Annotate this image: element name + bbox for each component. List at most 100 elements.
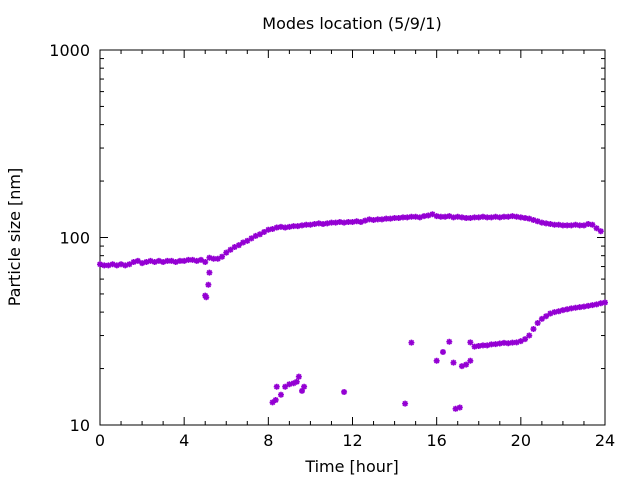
point-marker	[433, 357, 440, 364]
data-point	[160, 259, 167, 266]
point-marker	[400, 214, 406, 221]
data-point	[555, 308, 562, 315]
data-point	[589, 302, 596, 309]
point-marker	[223, 249, 230, 256]
point-marker	[307, 221, 314, 228]
data-point	[547, 221, 554, 228]
x-tick-label: 16	[426, 431, 446, 450]
point-marker	[341, 219, 348, 226]
data-point	[547, 310, 554, 317]
data-point	[479, 213, 486, 220]
point-marker	[290, 223, 297, 230]
point-marker	[227, 246, 234, 253]
data-point	[564, 306, 571, 313]
point-marker	[235, 242, 242, 249]
point-marker	[425, 212, 432, 219]
data-point	[429, 211, 436, 218]
data-point	[168, 257, 175, 264]
point-marker	[295, 373, 302, 380]
data-point	[559, 307, 566, 314]
point-marker	[202, 259, 209, 266]
data-point	[534, 319, 541, 326]
data-point	[585, 221, 592, 228]
point-marker	[526, 215, 533, 222]
point-marker	[277, 223, 284, 230]
point-marker	[214, 255, 221, 262]
point-marker	[332, 219, 339, 226]
point-marker	[450, 359, 457, 366]
point-marker	[261, 228, 268, 235]
point-marker	[122, 262, 129, 269]
data-point	[290, 223, 297, 230]
data-point	[467, 339, 474, 346]
data-point	[513, 339, 520, 346]
point-marker	[299, 387, 305, 394]
data-point	[235, 242, 242, 249]
data-point	[400, 214, 406, 221]
point-marker	[277, 391, 284, 398]
point-marker	[349, 218, 356, 225]
point-marker	[488, 341, 495, 348]
data-point	[513, 213, 520, 220]
point-marker	[248, 235, 255, 242]
point-marker	[176, 257, 183, 264]
data-point	[294, 223, 301, 230]
point-marker	[315, 220, 322, 227]
data-point	[456, 404, 463, 411]
point-marker	[105, 262, 112, 269]
data-point	[97, 261, 103, 268]
point-marker	[547, 310, 554, 317]
data-point	[471, 214, 478, 221]
data-point	[446, 338, 453, 345]
data-point	[446, 213, 453, 220]
data-point	[122, 262, 129, 269]
data-point	[471, 343, 478, 350]
point-marker	[555, 221, 562, 228]
x-tick-label: 24	[595, 431, 615, 450]
data-point	[370, 216, 377, 223]
point-marker	[513, 339, 520, 346]
point-marker	[522, 336, 529, 343]
point-marker	[484, 342, 491, 349]
data-point	[277, 223, 284, 230]
point-marker	[433, 213, 440, 220]
point-marker	[547, 221, 554, 228]
data-point	[336, 218, 343, 225]
point-marker	[501, 339, 507, 346]
data-point	[475, 214, 482, 221]
data-point	[555, 221, 562, 228]
data-point	[244, 237, 251, 244]
point-marker	[210, 255, 217, 262]
point-marker	[450, 214, 457, 221]
data-point	[467, 215, 474, 222]
point-marker	[286, 223, 293, 230]
point-marker	[479, 342, 486, 349]
point-marker	[193, 257, 200, 264]
data-point	[505, 340, 512, 347]
point-marker	[517, 338, 524, 345]
plot-frame	[99, 49, 606, 426]
data-point	[214, 255, 221, 262]
point-marker	[113, 262, 120, 269]
data-point	[328, 219, 335, 226]
data-point	[282, 383, 289, 390]
data-point	[551, 309, 558, 316]
y-axis: 10 100 1000	[49, 41, 605, 435]
data-point	[345, 218, 352, 225]
x-tick-label: 12	[342, 431, 362, 450]
point-marker	[471, 214, 478, 221]
point-marker	[543, 313, 550, 320]
chart-title: Modes location (5/9/1)	[262, 14, 441, 33]
data-point	[277, 391, 284, 398]
point-marker	[164, 257, 171, 264]
data-point	[454, 213, 461, 220]
point-marker	[572, 221, 579, 228]
data-point	[286, 381, 293, 388]
point-marker	[576, 222, 583, 229]
data-point	[408, 213, 415, 220]
data-point	[496, 340, 503, 347]
point-marker	[538, 315, 545, 322]
data-point	[193, 257, 200, 264]
data-point	[452, 405, 459, 412]
